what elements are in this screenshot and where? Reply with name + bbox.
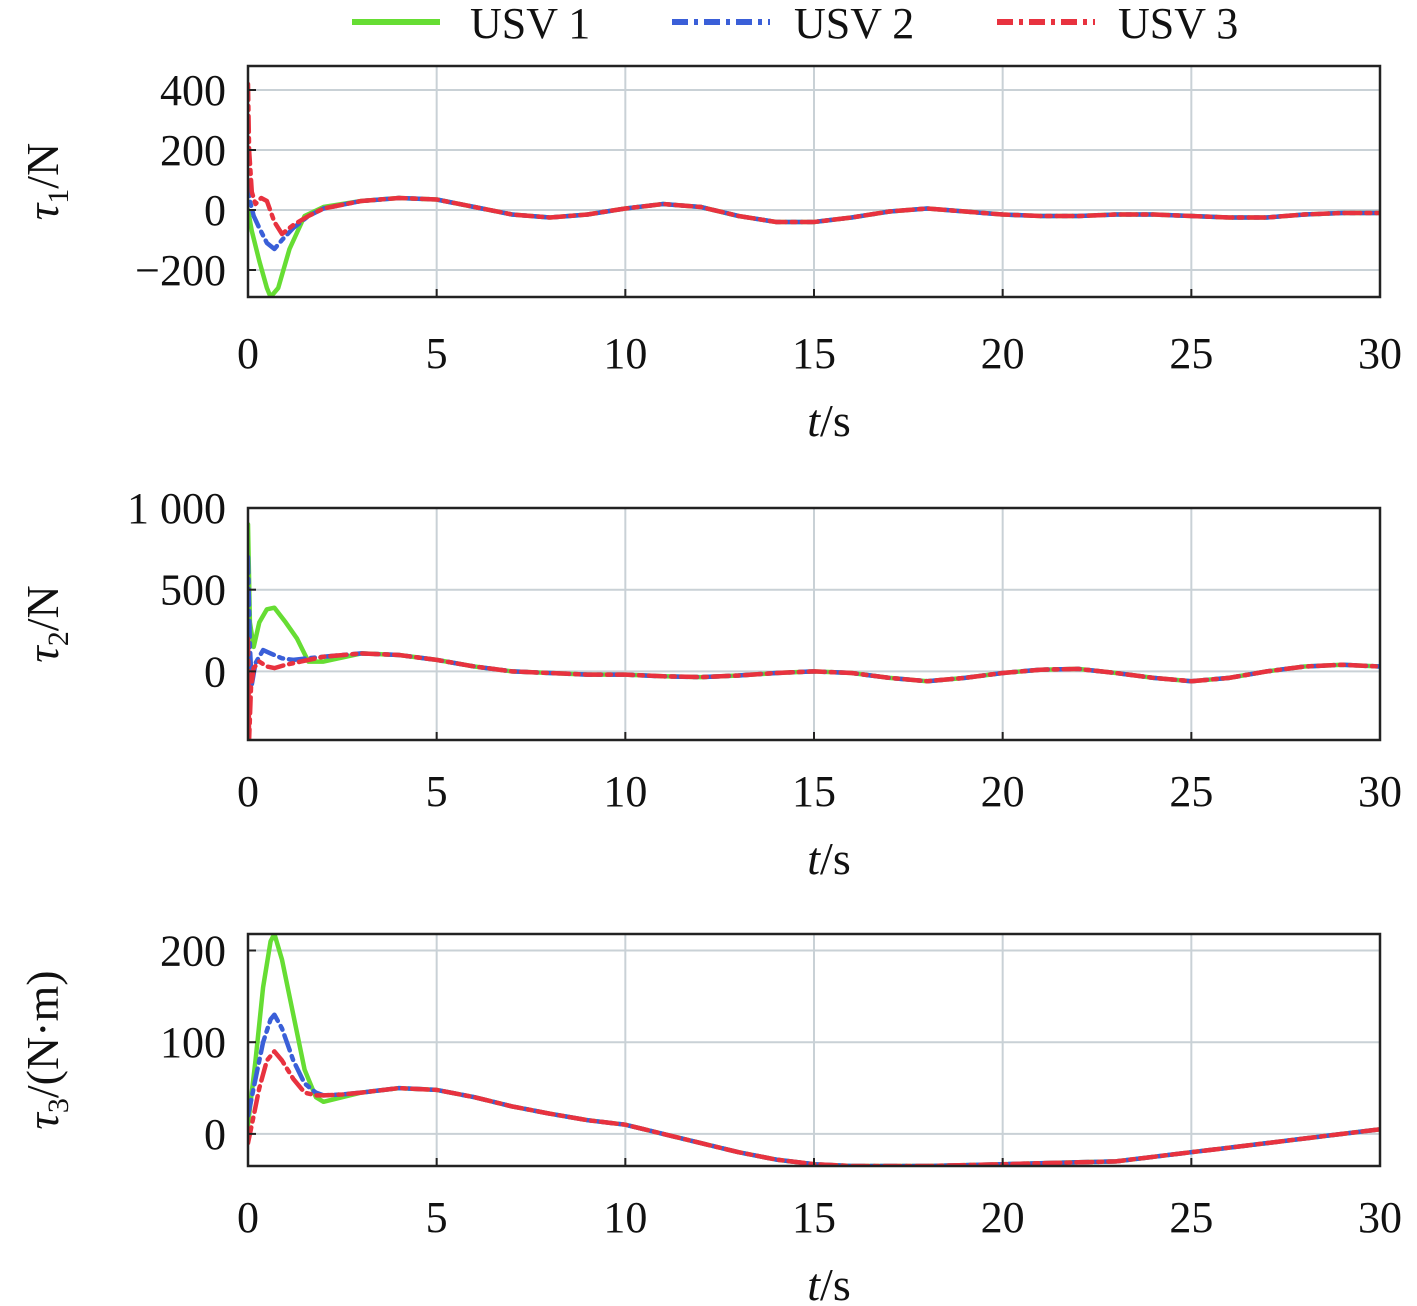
chart-panel-3: 0 5 10 15 20 25 30 0 100 200 t/s τ3/(N·m) (17, 927, 1402, 1306)
x-tick-label: 10 (603, 1193, 647, 1242)
x-tick-label: 30 (1358, 1193, 1402, 1242)
y-axis-subscript: 1 (42, 189, 75, 204)
x-tick-label: 20 (981, 767, 1025, 816)
x-tick-label: 0 (237, 767, 259, 816)
y-axis-unit: /N (17, 143, 68, 189)
x-tick-label: 25 (1169, 329, 1213, 378)
x-axis-unit: /s (820, 395, 851, 446)
series-line-usv-3 (248, 636, 1380, 740)
y-tick-label: 100 (160, 1018, 226, 1067)
y-axis-label: τ2/N (17, 585, 75, 662)
x-tick-label: 20 (981, 1193, 1025, 1242)
x-tick-label: 30 (1358, 767, 1402, 816)
y-tick-label: 1 000 (127, 484, 226, 533)
x-tick-label: 10 (603, 767, 647, 816)
legend-label-usv-3: USV 3 (1118, 0, 1238, 48)
x-tick-label: 15 (792, 1193, 836, 1242)
x-tick-label: 30 (1358, 329, 1402, 378)
y-tick-label: 0 (204, 647, 226, 696)
x-axis-variable: t (807, 833, 821, 884)
x-tick-label: 0 (237, 329, 259, 378)
x-tick-label: 25 (1169, 1193, 1213, 1242)
y-tick-label: 0 (204, 186, 226, 235)
chart-panel-2: 0 5 10 15 20 25 30 0 500 1 000 t/s τ2/N (17, 484, 1402, 884)
legend-label-usv-2: USV 2 (794, 0, 914, 48)
y-tick-label: 200 (160, 927, 226, 976)
y-tick-label: 200 (160, 126, 226, 175)
y-axis-unit: /(N·m) (17, 970, 68, 1098)
x-axis-variable: t (807, 395, 821, 446)
x-axis-unit: /s (820, 1259, 851, 1306)
x-axis-label: t/s (807, 1259, 850, 1306)
x-tick-label: 20 (981, 329, 1025, 378)
series-line-usv-3 (248, 81, 1380, 237)
y-axis-symbol: τ (17, 645, 68, 663)
x-tick-label: 5 (426, 329, 448, 378)
y-axis-symbol: τ (17, 202, 68, 220)
y-tick-label: 0 (204, 1110, 226, 1159)
x-tick-label: 5 (426, 767, 448, 816)
x-tick-label: 15 (792, 329, 836, 378)
legend: USV 1 USV 2 USV 3 (352, 0, 1238, 48)
y-axis-subscript: 3 (42, 1098, 75, 1113)
y-tick-label: 400 (160, 66, 226, 115)
legend-label-usv-1: USV 1 (470, 0, 590, 48)
y-axis-label: τ1/N (17, 143, 75, 220)
series-line-usv-3 (248, 1049, 1380, 1166)
y-axis-unit: /N (17, 585, 68, 631)
y-tick-label: 500 (160, 566, 226, 615)
x-axis-unit: /s (820, 833, 851, 884)
x-tick-label: 10 (603, 329, 647, 378)
x-axis-label: t/s (807, 395, 850, 446)
y-axis-label: τ3/(N·m) (17, 970, 75, 1129)
x-axis-variable: t (807, 1259, 821, 1306)
x-tick-label: 25 (1169, 767, 1213, 816)
y-axis-symbol: τ (17, 1112, 68, 1130)
x-axis-label: t/s (807, 833, 850, 884)
x-tick-label: 5 (426, 1193, 448, 1242)
y-tick-label: −200 (135, 246, 226, 295)
y-axis-subscript: 2 (42, 631, 75, 646)
x-tick-label: 15 (792, 767, 836, 816)
x-tick-label: 0 (237, 1193, 259, 1242)
